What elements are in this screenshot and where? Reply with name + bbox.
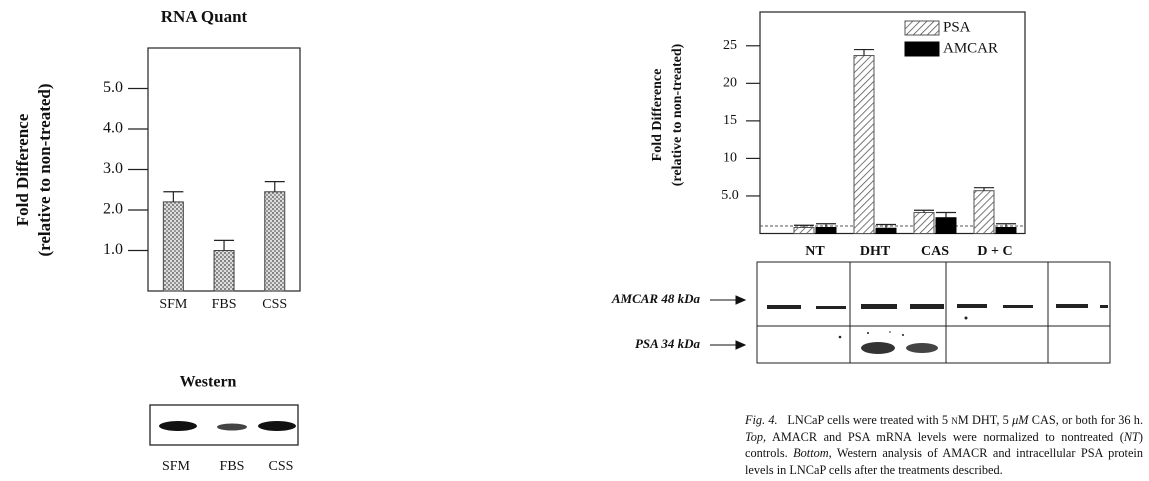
x-tick-label: CSS <box>262 297 287 312</box>
x-tick-label: CAS <box>921 244 949 259</box>
caption-text: LNCaP cells were treated with 5 <box>787 413 951 427</box>
western-title: Western <box>180 374 237 391</box>
bar <box>816 227 836 233</box>
figure: Western SFM FBS CSS AMCAR 48 kDa PSA 34 … <box>0 0 1149 481</box>
bar <box>936 218 956 234</box>
caption-text: Fig. 4. <box>745 413 778 427</box>
error-bar <box>214 240 234 250</box>
blot-row-label: PSA 34 kDa <box>635 336 701 351</box>
error-bar <box>936 212 956 217</box>
y-axis-label: (relative to non-treated) <box>35 83 54 256</box>
bar <box>265 192 285 291</box>
bar <box>854 56 874 234</box>
error-bar <box>265 182 285 192</box>
blot-row-label: AMCAR 48 kDa <box>611 291 701 306</box>
bar <box>163 202 183 291</box>
y-tick-label: 10 <box>723 151 737 166</box>
blot-band <box>258 421 296 431</box>
caption-text: NT <box>1124 430 1139 444</box>
caption-text: CAS, or both for 36 h. <box>1029 413 1144 427</box>
bar <box>974 191 994 234</box>
caption-text: μM <box>1012 413 1028 427</box>
y-tick-label: 4.0 <box>103 120 123 137</box>
bar <box>876 228 896 233</box>
x-tick-label: DHT <box>860 244 891 259</box>
y-tick-label: 25 <box>723 38 737 53</box>
caption-text: nM <box>951 413 968 427</box>
caption-text: Top, <box>745 430 766 444</box>
page: Western SFM FBS CSS AMCAR 48 kDa PSA 34 … <box>0 0 1149 481</box>
caption-text: DHT, 5 <box>969 413 1012 427</box>
x-tick-label: D + C <box>977 244 1012 259</box>
legend-label: PSA <box>943 19 971 35</box>
y-tick-label: 15 <box>723 113 737 128</box>
y-tick-label: 5.0 <box>103 79 123 96</box>
bar <box>214 251 234 292</box>
legend-swatch <box>905 42 939 56</box>
x-tick-label: SFM <box>159 297 188 312</box>
chart-title: RNA Quant <box>161 7 248 26</box>
bar <box>914 212 934 233</box>
x-tick-label: FBS <box>212 297 237 312</box>
y-axis-label: Fold Difference <box>650 69 665 162</box>
y-tick-label: 1.0 <box>103 241 123 258</box>
bar <box>996 227 1016 233</box>
y-axis-label: (relative to non-treated) <box>670 43 685 186</box>
x-tick-label: NT <box>805 244 825 259</box>
error-bar <box>854 50 874 56</box>
y-tick-label: 20 <box>723 76 737 91</box>
caption-text: AMACR and PSA mRNA levels were normalize… <box>766 430 1124 444</box>
blot-band <box>217 424 247 431</box>
error-bar <box>163 192 183 202</box>
lane-label: FBS <box>220 459 245 474</box>
caption-text: Bottom, <box>793 446 832 460</box>
y-axis-label: Fold Difference <box>13 113 32 226</box>
legend-label: AMCAR <box>943 40 998 56</box>
blot-bands <box>767 304 1108 354</box>
blot-band <box>159 421 197 431</box>
arrows <box>710 296 745 349</box>
y-tick-label: 3.0 <box>103 160 123 177</box>
y-tick-label: 5.0 <box>721 188 739 203</box>
legend-swatch <box>905 21 939 35</box>
lane-label: CSS <box>269 459 294 474</box>
caption: Fig. 4. LNCaP cells were treated with 5 … <box>745 412 1143 478</box>
bar <box>794 227 814 233</box>
y-tick-label: 2.0 <box>103 201 123 218</box>
lane-label: SFM <box>162 459 191 474</box>
